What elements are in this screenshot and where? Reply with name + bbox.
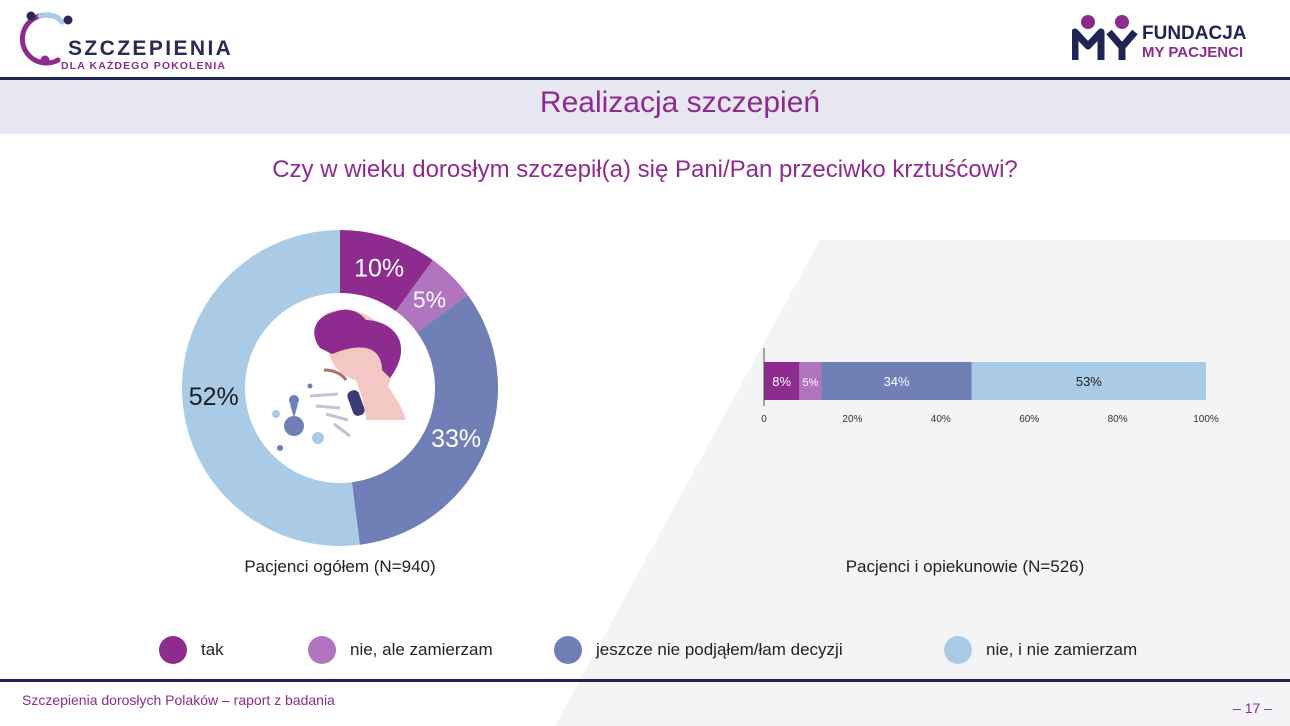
legend: tak nie, ale zamierzam jeszcze nie podją… bbox=[0, 636, 1290, 666]
logo-szczepienia-icon bbox=[19, 11, 73, 66]
bar-segment-tak bbox=[764, 362, 800, 400]
donut-chart: 10% 5% 33% 52% bbox=[182, 229, 498, 546]
title-band bbox=[0, 80, 1290, 134]
logo-left-brand: SZCZEPIENIA bbox=[68, 37, 234, 60]
donut-label-tak: 10% bbox=[354, 255, 404, 283]
survey-question: Czy w wieku dorosłym szczepił(a) się Pan… bbox=[272, 156, 1018, 183]
legend-item-nie-i: nie, i nie zamierzam bbox=[944, 636, 1137, 664]
logo-left-tagline: DLA KAŻDEGO POKOLENIA bbox=[61, 60, 227, 72]
bar-xtick-label: 60% bbox=[1019, 414, 1039, 425]
bar-xtick-label: 0 bbox=[761, 414, 767, 425]
bar-xtick-label: 80% bbox=[1108, 414, 1128, 425]
bar-label-nie-ale: 5% bbox=[802, 377, 818, 389]
bar-segment-nie-i bbox=[971, 362, 1206, 400]
donut-label-nie-i: 52% bbox=[189, 383, 239, 411]
bar-segment-jeszcze bbox=[821, 362, 972, 400]
donut-slice-nie-i bbox=[182, 229, 360, 546]
donut-label-nie-ale: 5% bbox=[413, 287, 446, 313]
bar-xtick-label: 40% bbox=[931, 414, 951, 425]
bar-label-nie-i: 53% bbox=[1076, 374, 1102, 389]
legend-swatch-nie-i bbox=[944, 636, 972, 664]
bar-xtick-label: 20% bbox=[842, 414, 862, 425]
logo-szczepienia: SZCZEPIENIA DLA KAŻDEGO POKOLENIA bbox=[18, 8, 268, 74]
stacked-bar-chart: 8% 5% 34% 53% 0 20% 40% 60% 80% 100% bbox=[761, 348, 1219, 425]
donut-slice-tak bbox=[340, 230, 433, 312]
legend-item-tak: tak bbox=[159, 636, 224, 664]
legend-item-jeszcze: jeszcze nie podjąłem/łam decyzji bbox=[554, 636, 843, 664]
legend-label-nie-ale: nie, ale zamierzam bbox=[350, 640, 493, 659]
donut-slice-nie-ale bbox=[395, 260, 468, 333]
legend-label-jeszcze: jeszcze nie podjąłem/łam decyzji bbox=[596, 640, 843, 659]
donut-caption: Pacjenci ogółem (N=940) bbox=[244, 557, 436, 576]
header-rule bbox=[0, 77, 1290, 80]
bar-segment-nie-ale bbox=[799, 362, 822, 400]
legend-swatch-jeszcze bbox=[554, 636, 582, 664]
bar-xtick-label: 100% bbox=[1193, 414, 1219, 425]
legend-swatch-tak bbox=[159, 636, 187, 664]
legend-label-nie-i: nie, i nie zamierzam bbox=[986, 640, 1138, 659]
page-title: Realizacja szczepień bbox=[539, 86, 821, 119]
footer-rule bbox=[0, 679, 1290, 682]
coughing-person-icon bbox=[272, 309, 406, 451]
bar-caption: Pacjenci i opiekunowie (N=526) bbox=[845, 557, 1085, 576]
bar-label-tak: 8% bbox=[772, 374, 791, 389]
logo-right-line2: MY PACJENCI bbox=[1142, 44, 1244, 61]
legend-label-tak: tak bbox=[201, 640, 224, 659]
legend-item-nie-ale: nie, ale zamierzam bbox=[308, 636, 493, 664]
logo-fundacja-icon bbox=[1072, 15, 1138, 60]
logo-right-line1: FUNDACJA bbox=[1142, 23, 1247, 44]
footer-text: Szczepienia dorosłych Polaków – raport z… bbox=[22, 692, 335, 708]
legend-swatch-nie-ale bbox=[308, 636, 336, 664]
bar-label-jeszcze: 34% bbox=[884, 374, 910, 389]
donut-label-jeszcze: 33% bbox=[431, 425, 481, 453]
logo-fundacja: FUNDACJA MY PACJENCI bbox=[1072, 14, 1262, 66]
page-number: – 17 – bbox=[1233, 700, 1272, 716]
donut-slice-jeszcze bbox=[351, 295, 498, 545]
